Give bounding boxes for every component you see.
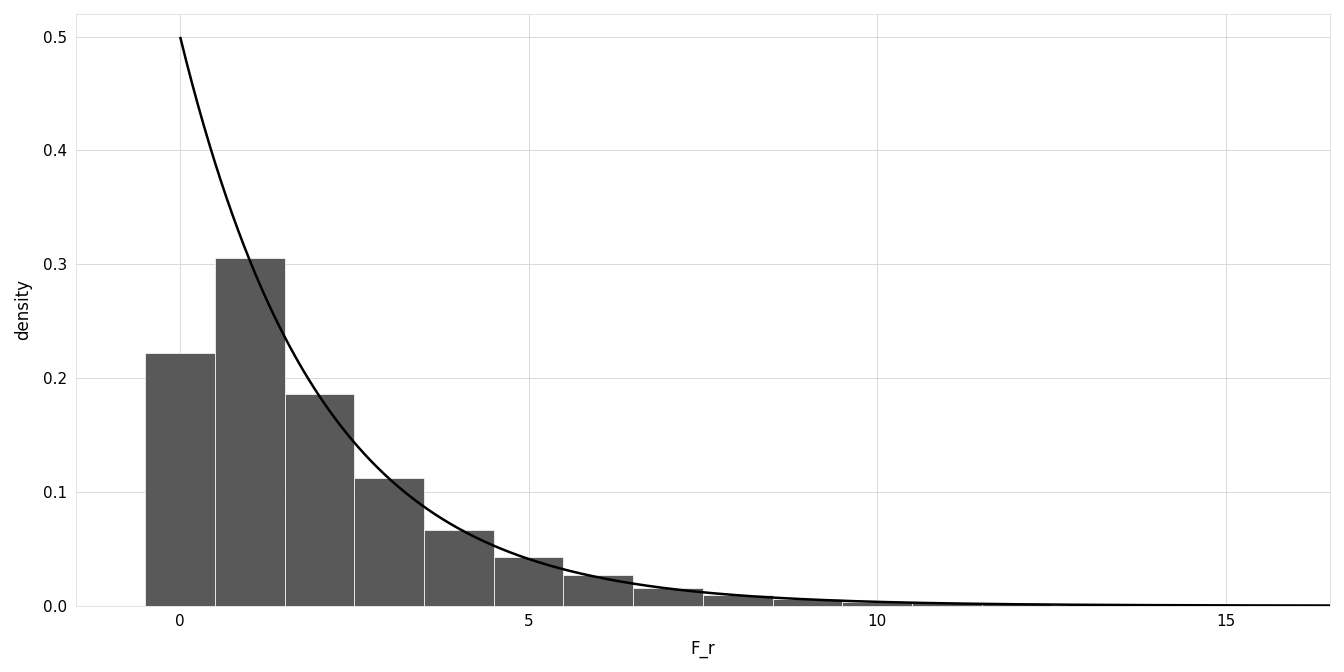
- Bar: [563, 575, 633, 605]
- Y-axis label: density: density: [13, 280, 32, 340]
- Bar: [843, 602, 913, 605]
- Bar: [355, 478, 425, 605]
- Bar: [981, 604, 1051, 605]
- Bar: [285, 394, 355, 605]
- Bar: [773, 599, 843, 605]
- Bar: [425, 530, 493, 605]
- X-axis label: F_r: F_r: [691, 640, 715, 658]
- Bar: [493, 557, 563, 605]
- Bar: [703, 595, 773, 605]
- Bar: [215, 258, 285, 605]
- Bar: [145, 353, 215, 605]
- Bar: [913, 603, 981, 605]
- Bar: [633, 589, 703, 605]
